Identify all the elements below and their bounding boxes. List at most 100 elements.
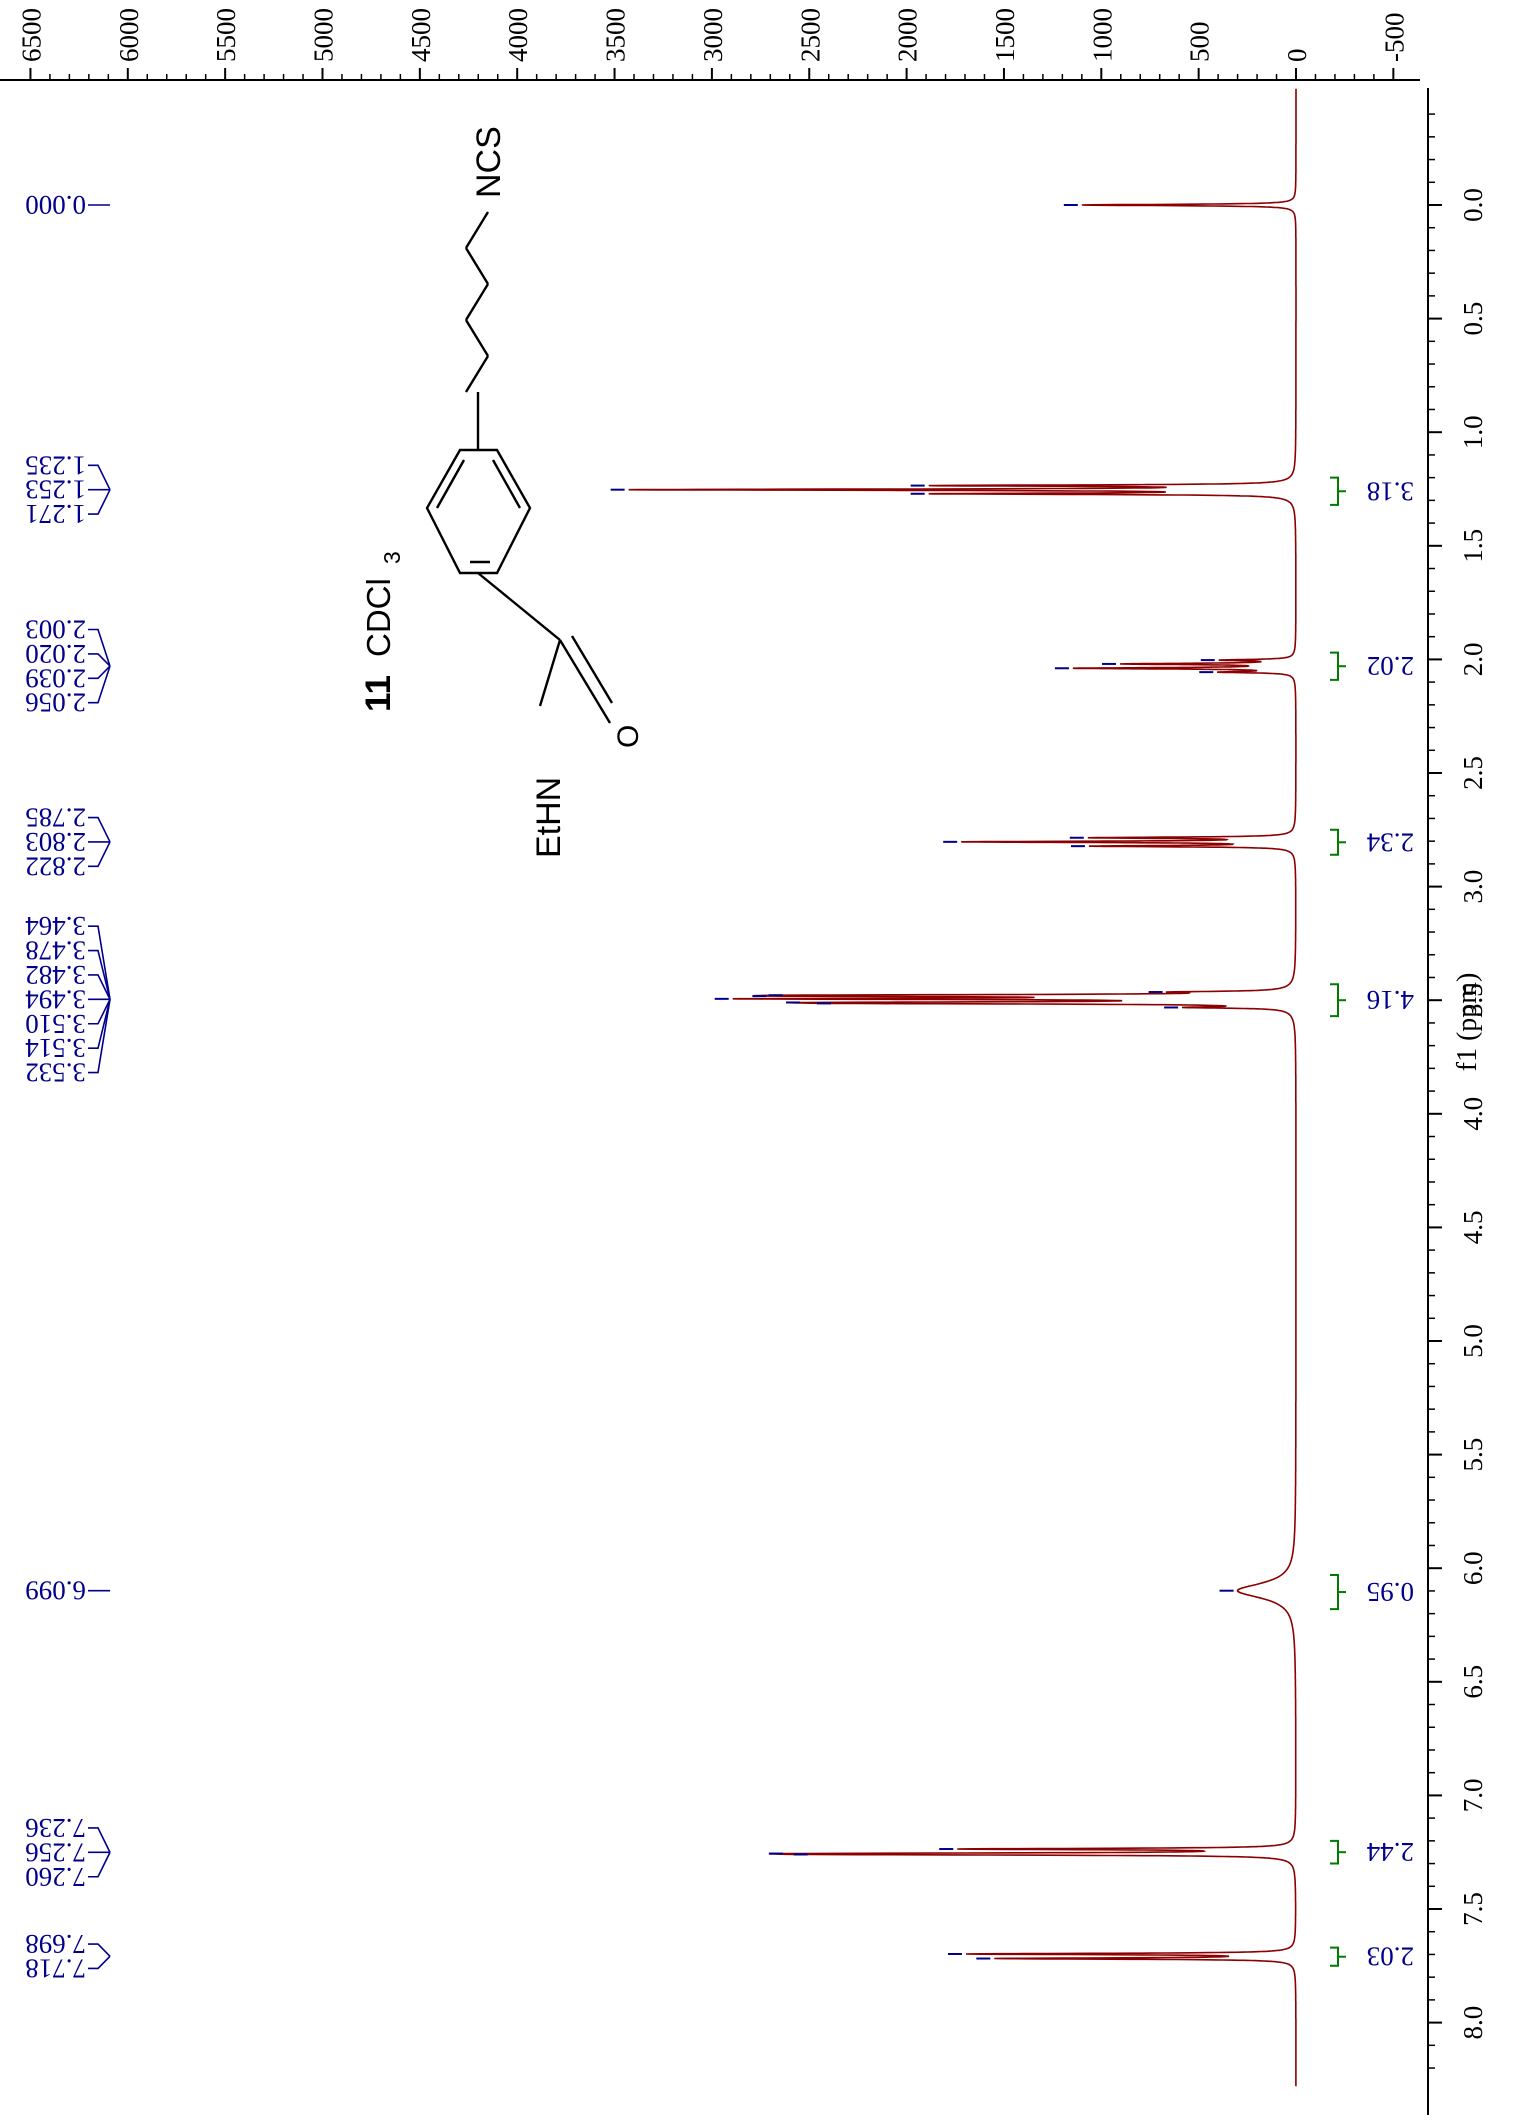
peak-label-connector [88, 925, 111, 1000]
intensity-tick-label: 5000 [309, 8, 339, 62]
peak-label-group: 7.256 [25, 1837, 86, 1867]
integrals-layer: 3.18 2.02 2.34 4.16 0.95 2.44 2.03 [1330, 476, 1414, 1972]
peak-label: 7.718 [25, 1953, 86, 1983]
peak-label: 7.260 [25, 1862, 86, 1892]
bond-line [464, 211, 490, 249]
ppm-tick-label-group: 7.0 [1458, 1779, 1488, 1813]
ppm-tick-label: 6.0 [1458, 1551, 1488, 1585]
ppm-tick-label: 4.0 [1458, 1097, 1488, 1131]
peak-label-connector [88, 949, 111, 1000]
intensity-tick-label: 4000 [503, 8, 533, 62]
ppm-tick-label: 8.0 [1458, 2006, 1488, 2040]
peak-label-group: 7.260 [25, 1862, 86, 1892]
intensity-tick-label-group: 4500 [406, 8, 436, 62]
intensity-tick-label-group: 0 [1282, 49, 1312, 63]
peak-label: 2.056 [25, 688, 86, 718]
peak-label-group: 3.464 [25, 911, 86, 941]
peak-label-connector [88, 816, 111, 843]
intensity-tick-label: 500 [1185, 22, 1215, 63]
peak-label: 0.000 [25, 190, 86, 220]
peak-label-connector [88, 999, 111, 1049]
ppm-tick-label: 1.5 [1458, 529, 1488, 563]
ppm-tick-label-group: 2.0 [1458, 643, 1488, 677]
peak-label-group: 3.478 [25, 936, 86, 966]
integral-label-group: 0.95 [1367, 1577, 1414, 1607]
intensity-tick-label-group: 3500 [601, 8, 631, 62]
ppm-tick-label: 2.0 [1458, 643, 1488, 677]
peak-label: 7.236 [25, 1813, 86, 1843]
structure-annotation: 11 CDCl 3 [359, 126, 645, 858]
ppm-tick-label-group: 8.0 [1458, 2006, 1488, 2040]
peak-ticks-layer [610, 204, 1234, 1960]
ppm-tick-label-group: 3.5 [1458, 983, 1488, 1017]
intensity-tick-label: 2500 [795, 8, 825, 62]
peak-label: 1.271 [25, 499, 86, 529]
peak-label-group: 1.271 [25, 499, 86, 529]
peak-label-group: 3.494 [25, 984, 86, 1014]
intensity-tick-label-group: 2500 [795, 8, 825, 62]
peak-label-group: 1.253 [25, 475, 86, 505]
solvent-subscript: 3 [379, 551, 405, 564]
bond-line [491, 459, 522, 509]
bond-line [464, 355, 490, 393]
peak-label: 2.822 [25, 851, 86, 881]
peak-label-group: 2.056 [25, 688, 86, 718]
peak-label-group: 3.482 [25, 960, 86, 990]
peak-label: 2.803 [25, 827, 86, 857]
axes-layer: 6500 6000 5500 5000 4500 4000 3500 3000 2500 2000… [0, 8, 1488, 2115]
intensity-tick-label: 3500 [601, 8, 631, 62]
peak-label: 3.482 [25, 960, 86, 990]
ppm-tick-label: 1.0 [1458, 415, 1488, 449]
integral-value: 2.34 [1366, 827, 1414, 857]
intensity-tick-label-group: 5000 [309, 8, 339, 62]
peak-label-connector [88, 1827, 111, 1853]
bond-line [477, 572, 561, 641]
peak-label-group: 3.532 [25, 1058, 86, 1088]
intensity-tick-label: 1500 [990, 8, 1020, 62]
peak-label-connector [88, 665, 111, 704]
solvent-label: CDCl [360, 578, 397, 657]
peak-label-group: 2.822 [25, 851, 86, 881]
spectrum-layer [628, 88, 1297, 2087]
integral-value: 2.02 [1367, 651, 1414, 681]
ppm-tick-label-group: 1.0 [1458, 415, 1488, 449]
ppm-tick-label: 5.0 [1458, 1324, 1488, 1358]
peak-label-connector [88, 974, 111, 1000]
ppm-tick-label-group: 0.5 [1458, 302, 1488, 336]
peak-label-group: 2.803 [25, 827, 86, 857]
peak-label: 7.698 [25, 1929, 86, 1959]
bond-line [435, 459, 466, 509]
integral-value: 4.16 [1367, 985, 1414, 1015]
ppm-tick-label-group: 6.5 [1458, 1665, 1488, 1699]
peak-label-connector [88, 653, 111, 667]
ppm-tick-label: 7.5 [1458, 1892, 1488, 1926]
peak-label-group: 7.718 [25, 1953, 86, 1983]
peak-label: 3.532 [25, 1058, 86, 1088]
ppm-tick-label-group: 2.5 [1458, 756, 1488, 790]
integral-label-group: 2.44 [1366, 1837, 1414, 1867]
integral-label-group: 2.03 [1367, 1942, 1414, 1972]
peak-label: 1.235 [25, 450, 86, 480]
intensity-tick-label-group: -500 [1379, 13, 1409, 63]
x-axis-title: f1 (ppm) [1452, 973, 1483, 1072]
peak-label: 2.039 [25, 663, 86, 693]
ppm-tick-label-group: 0.0 [1458, 188, 1488, 222]
intensity-tick-label: 4500 [406, 8, 436, 62]
intensity-tick-label: 2000 [893, 8, 923, 62]
peak-label-connector [88, 1851, 111, 1878]
integral-label-group: 3.18 [1367, 476, 1414, 506]
intensity-tick-label: 1000 [1087, 8, 1117, 62]
ppm-tick-label: 6.5 [1458, 1665, 1488, 1699]
peak-label-connector [88, 1943, 111, 1957]
peak-label-group: 3.514 [25, 1033, 86, 1063]
bond-line [464, 319, 490, 357]
ppm-tick-label-group: 5.0 [1458, 1324, 1488, 1358]
intensity-tick-label: 6500 [16, 8, 46, 62]
peak-label: 3.510 [25, 1009, 86, 1039]
intensity-tick-label: 3000 [698, 8, 728, 62]
peak-label-connector [88, 665, 111, 680]
